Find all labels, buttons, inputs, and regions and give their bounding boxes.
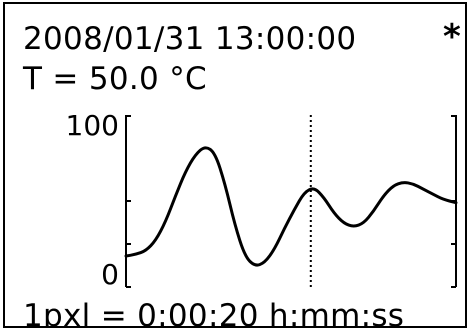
temperature-readout: T = 50.0 °C (23, 61, 207, 97)
status-indicator: * (443, 17, 461, 57)
y-axis-min-label: 0 (101, 258, 119, 291)
timestamp-readout: 2008/01/31 13:00:00 (23, 21, 357, 57)
temperature-series-line (124, 146, 458, 267)
scale-footer: 1pxl = 0:00:20 h:mm:ss (23, 298, 405, 328)
device-screen: 2008/01/31 13:00:00 * T = 50.0 °C 100 0 … (3, 2, 467, 328)
chart-layer (124, 115, 458, 288)
y-axis-max-label: 100 (65, 109, 119, 142)
trend-chart (124, 115, 458, 288)
